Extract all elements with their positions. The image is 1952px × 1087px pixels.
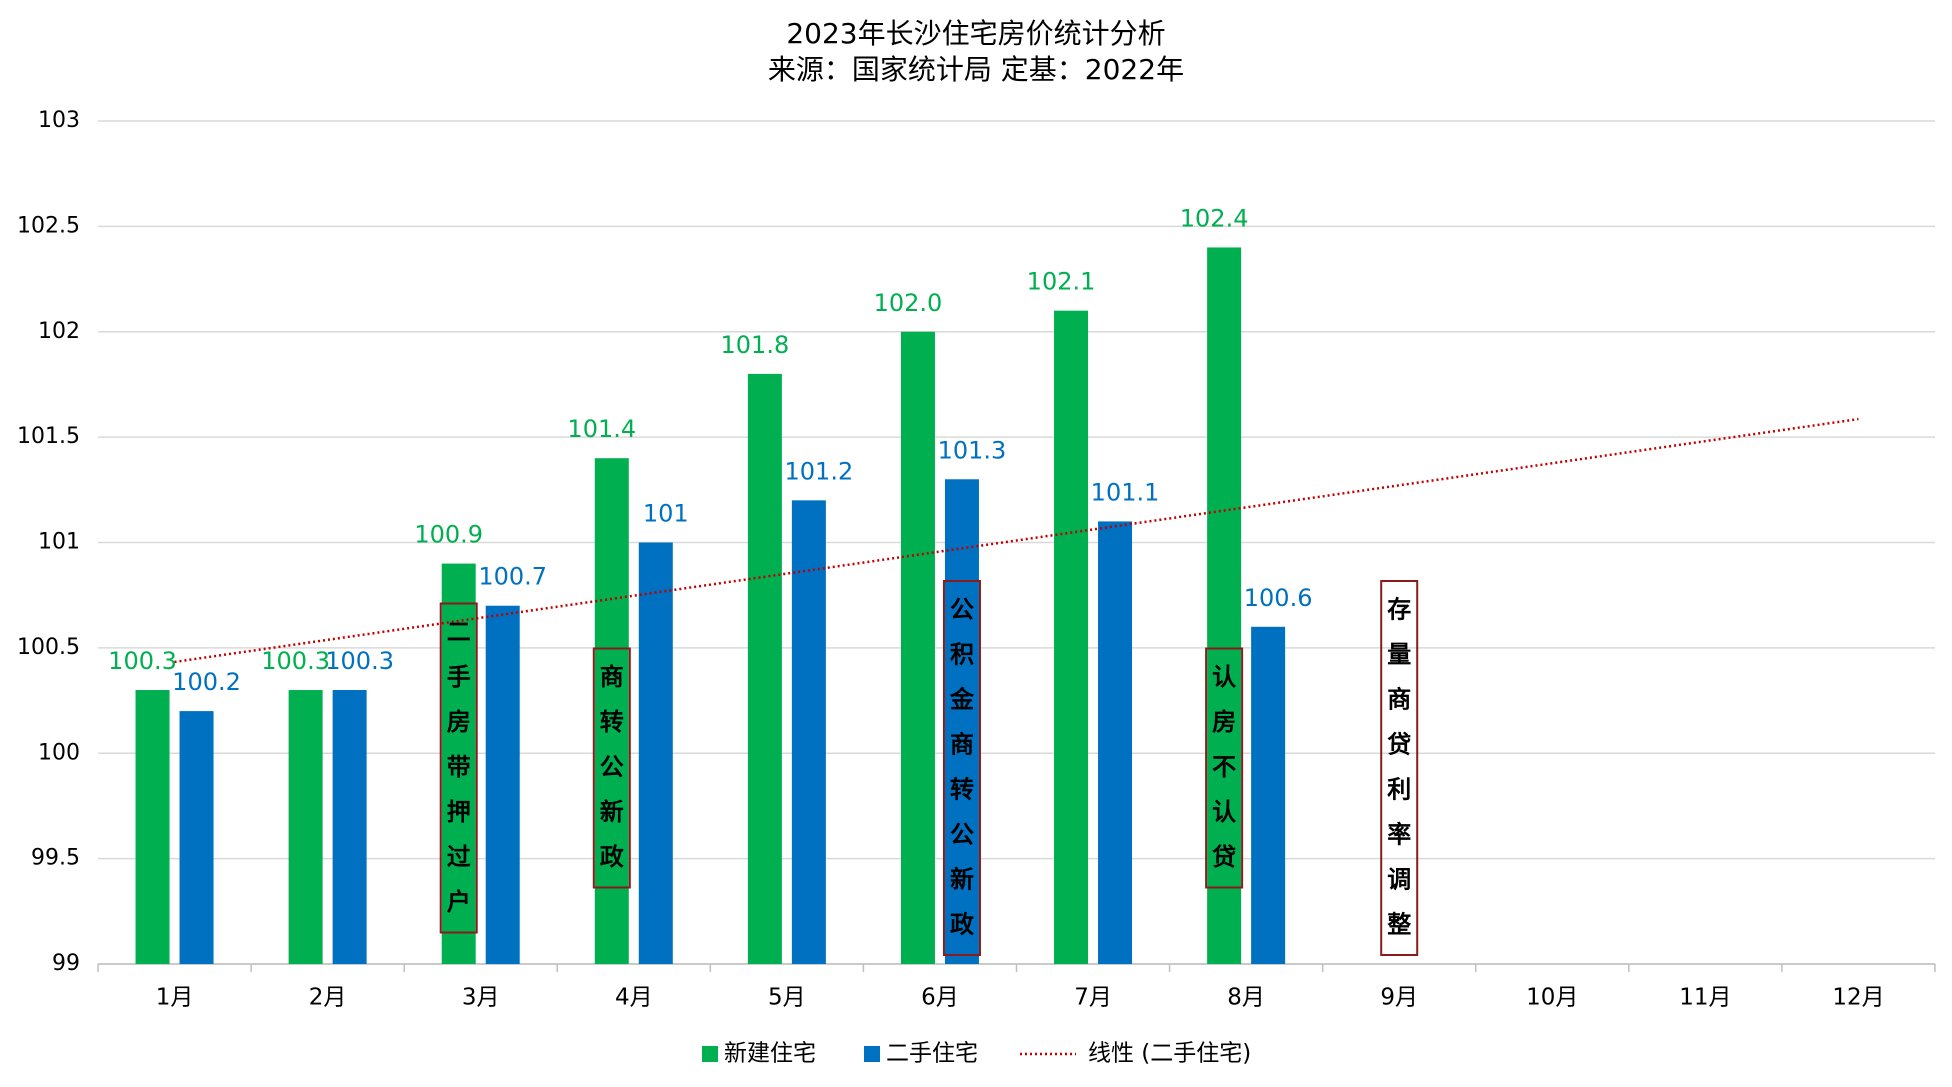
data-label: 102.0 (874, 289, 943, 317)
y-tick-label: 100 (38, 740, 80, 765)
x-tick-label: 7月 (1074, 985, 1112, 1011)
x-tick-label: 4月 (615, 985, 653, 1011)
data-label: 100.3 (325, 647, 394, 675)
legend-swatch (864, 1046, 880, 1062)
y-tick-label: 99.5 (31, 846, 80, 871)
x-tick-label: 12月 (1832, 985, 1884, 1011)
annotation: 公积金商转公新政 (949, 596, 975, 939)
data-label: 100.3 (261, 647, 330, 675)
bar (332, 690, 367, 964)
bar (747, 373, 782, 964)
bar (638, 542, 673, 964)
bar (179, 711, 214, 964)
annotation-box (1205, 647, 1244, 889)
bar (594, 458, 629, 964)
x-tick-label: 2月 (309, 985, 347, 1011)
data-label: 101.4 (567, 415, 636, 443)
bar (900, 331, 935, 964)
data-label: 101 (643, 500, 689, 528)
y-tick-label: 101.5 (17, 424, 80, 449)
x-tick-label: 9月 (1380, 985, 1418, 1011)
y-tick-label: 101 (38, 530, 80, 555)
x-tick-label: 11月 (1679, 985, 1731, 1011)
data-label: 101.1 (1091, 478, 1160, 506)
x-tick-label: 1月 (156, 985, 194, 1011)
bar (135, 690, 170, 964)
bar (288, 690, 323, 964)
legend-swatch (702, 1046, 718, 1062)
annotation: 二手房带押过户 (447, 618, 471, 916)
data-label: 100.9 (414, 521, 483, 549)
bar (485, 605, 520, 964)
annotation: 存量商贷利率调整 (1387, 596, 1411, 939)
data-label: 100.3 (108, 647, 177, 675)
x-tick-label: 10月 (1526, 985, 1578, 1011)
y-tick-label: 102.5 (17, 213, 80, 238)
y-tick-label: 103 (38, 108, 80, 133)
x-tick-label: 3月 (462, 985, 500, 1011)
bar (441, 563, 476, 964)
annotation-box (439, 602, 478, 934)
annotation-box (592, 647, 631, 889)
bar (791, 500, 826, 964)
y-tick-label: 99 (52, 951, 80, 976)
data-label: 101.8 (721, 331, 790, 359)
data-label: 101.2 (785, 457, 854, 485)
chart-subtitle: 来源：国家统计局 定基：2022年 (768, 53, 1184, 86)
data-label: 102.1 (1027, 268, 1096, 296)
x-tick-label: 6月 (921, 985, 959, 1011)
trendline (174, 417, 1859, 664)
data-label: 102.4 (1180, 204, 1249, 232)
bar (1251, 626, 1286, 964)
x-tick-label: 5月 (768, 985, 806, 1011)
bar (944, 479, 979, 964)
y-tick-label: 102 (38, 319, 80, 344)
bar (1098, 521, 1133, 964)
data-label: 100.6 (1244, 584, 1313, 612)
bar (1054, 310, 1089, 964)
bar (1207, 247, 1242, 964)
annotation-box (942, 580, 981, 956)
chart-title: 2023年长沙住宅房价统计分析 (786, 17, 1165, 50)
annotation: 认房不认贷 (1212, 663, 1236, 871)
data-label: 101.3 (938, 436, 1007, 464)
legend-label: 新建住宅 (724, 1041, 816, 1067)
data-label: 100.7 (478, 563, 547, 591)
x-tick-label: 8月 (1227, 985, 1265, 1011)
legend-label: 二手住宅 (886, 1041, 978, 1067)
y-tick-label: 100.5 (17, 635, 80, 660)
data-label: 100.2 (172, 668, 241, 696)
legend-label: 线性 (二手住宅) (1088, 1041, 1251, 1067)
annotation-box (1380, 580, 1419, 956)
annotation: 商转公新政 (600, 663, 624, 871)
